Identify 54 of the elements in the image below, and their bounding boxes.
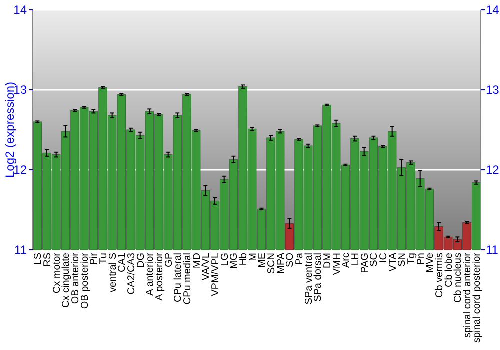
x-tick-label: VA/VL [201,252,212,281]
x-tick-label: GP [164,252,175,268]
y-tick-label: 14 [14,3,28,18]
x-tick-label: A posterior [154,252,166,301]
x-tick-label: Pa [294,252,306,266]
x-tick-label: Cb nucleus [453,253,464,304]
x-tick-label: Cb lobe [444,252,455,288]
x-tick-label: MVe [425,252,436,274]
x-tick-label: Hb [238,252,250,266]
x-tick-label: SCN [266,253,278,274]
x-tick-label: CPu medial [182,253,194,305]
x-tick-label: ventral S [108,252,119,292]
y-tick-label: 11 [14,243,28,258]
x-tick-label: SPa dorsal [313,253,324,302]
x-tick-label: CA2/CA3 [126,252,138,295]
x-tick-label: spinal cord posterior [472,252,483,344]
x-tick-label: Cx cingulate [61,252,72,308]
x-tick-label: CA1 [117,252,128,272]
x-tick-label: Tg [406,253,418,265]
x-tick-label: IC [378,253,390,263]
x-tick-label: Arc [341,253,352,268]
x-tick-label: Pn [416,253,427,266]
x-tick-label: VTA [388,252,399,272]
x-tick-label: VPM/VPL [210,252,222,296]
x-tick-label: PAG [360,252,371,274]
x-tick-label: CPu lateral [173,253,184,302]
x-tick-label: Pir [89,252,100,266]
x-tick-label: OB anterior [70,252,82,304]
y2-tick-label: 14 [486,3,500,18]
x-tick-label: VMH [332,253,343,276]
x-tick-label: OB posterior [80,252,91,310]
x-tick-label: spinal cord anterior [462,252,474,338]
x-tick-label: Tu [98,253,110,264]
x-tick-label: SO [285,252,296,268]
x-tick-label: Cb vermis [434,253,446,298]
y2-tick-label: 11 [486,243,499,258]
x-tick-label: LH [350,253,362,266]
x-tick-label: SN [397,253,408,267]
x-tick-label: MPA [276,252,287,274]
y2-tick-label: 12 [486,163,500,178]
y2-tick-label: 13 [486,83,500,98]
x-tick-label: SPa ventral [304,253,315,305]
x-tick-label: M [248,253,259,262]
x-tick-label: DM [322,253,334,269]
x-tick-label: ME [257,252,268,268]
x-tick-label: A anterior [145,252,156,296]
x-tick-label: MD [192,253,203,269]
x-tick-label: LG [220,252,231,266]
x-tick-label: LS [33,252,44,266]
x-tick-label: MG [229,252,240,270]
x-tick-label: DG [136,252,147,268]
x-tick-label: SC [369,253,380,267]
x-tick-label: RS [42,252,54,267]
x-tick-label: Cx motor [52,252,63,294]
